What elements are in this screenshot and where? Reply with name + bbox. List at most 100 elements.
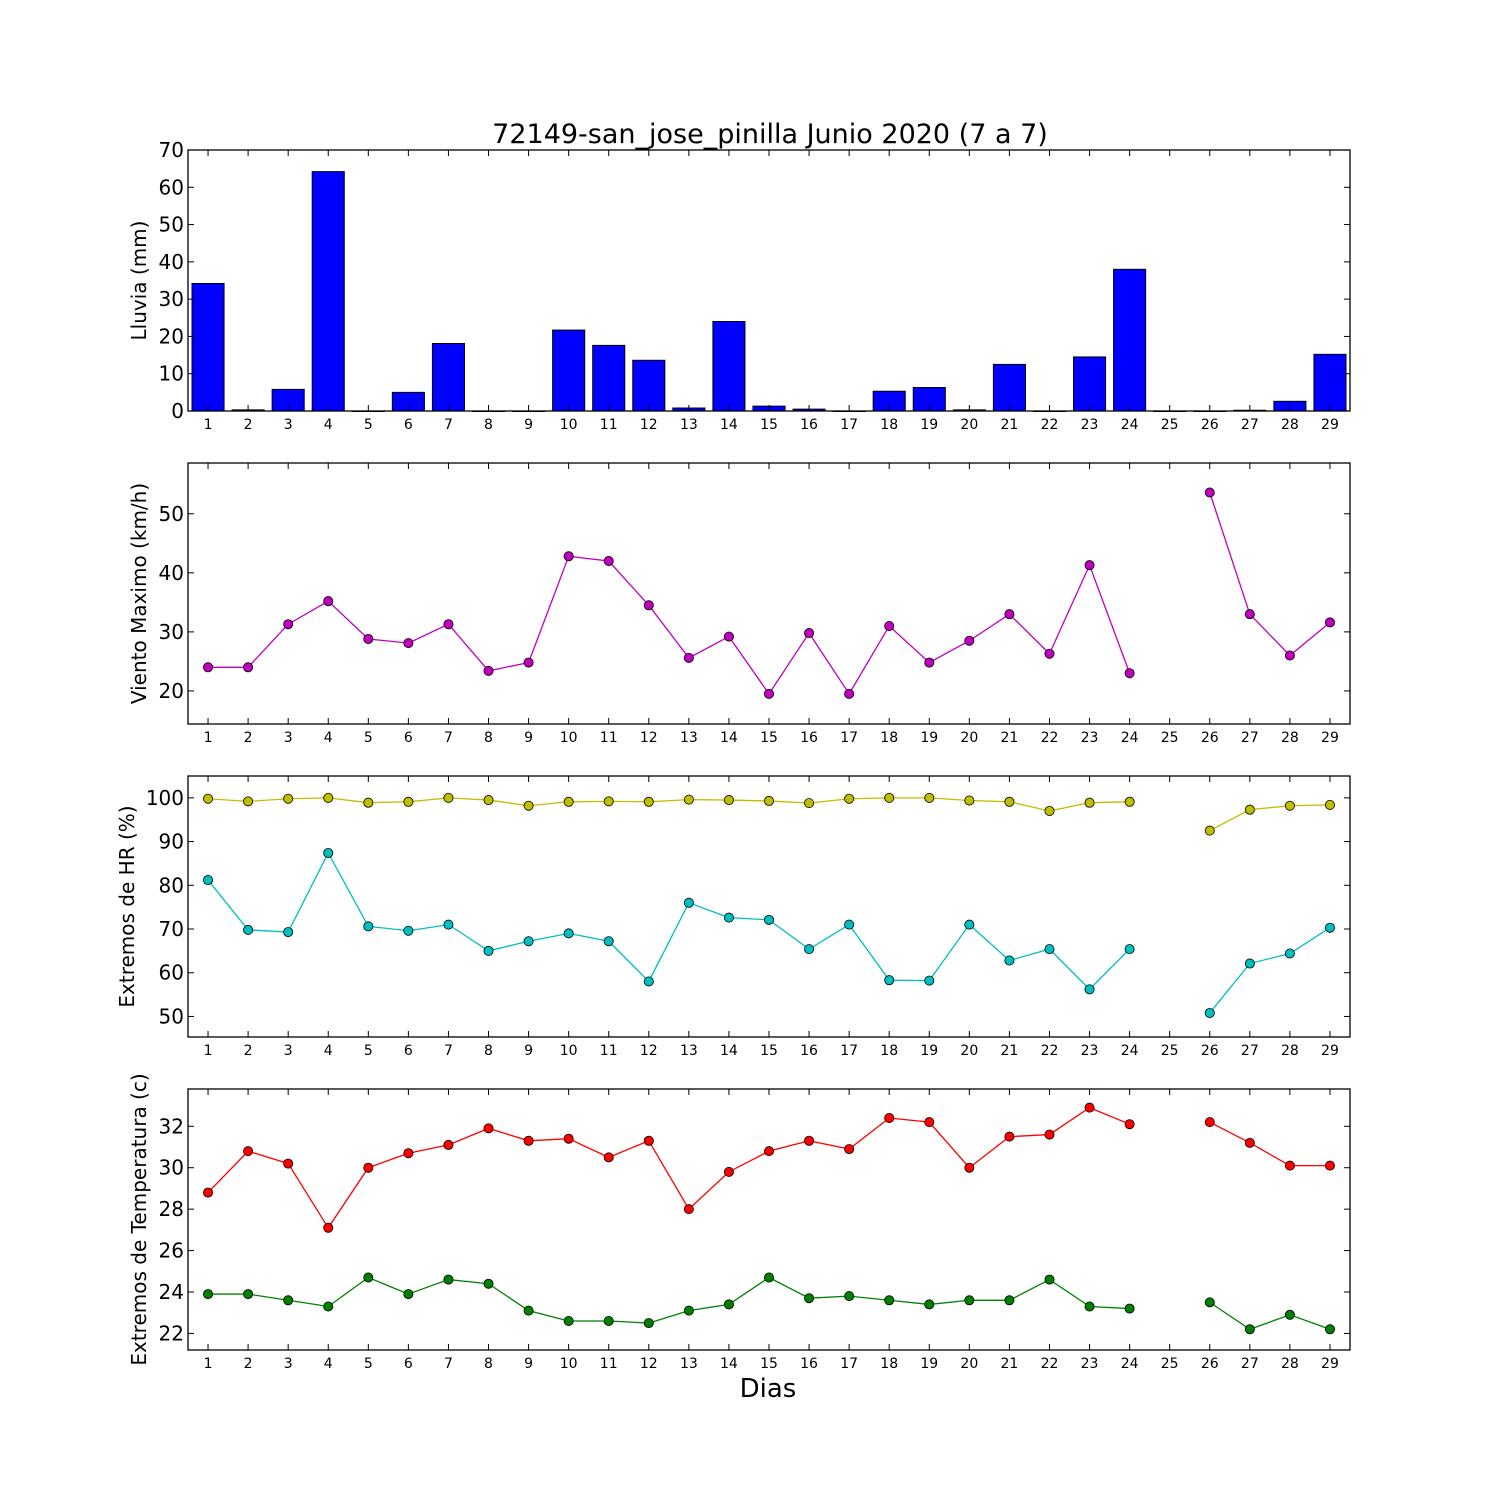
humidity-series-1-point-day-4 (323, 847, 334, 858)
rain-ytick-label: 20 (159, 324, 184, 348)
humidity-ytick-label: 60 (159, 961, 184, 985)
temperature-ytick-label: 28 (159, 1197, 184, 1221)
wind-xtick-label: 16 (800, 730, 818, 746)
rain-xtick-label: 9 (524, 417, 533, 433)
humidity-plot-area (188, 776, 1350, 1037)
temperature-series-1-point-day-27 (1244, 1324, 1255, 1335)
humidity-ytick-label: 100 (146, 786, 184, 810)
humidity-series-1-point-day-3 (283, 927, 294, 938)
humidity-series-1-point-day-12 (643, 976, 654, 987)
rain-xtick-label: 17 (840, 417, 858, 433)
temperature-series-1-line-1 (1209, 1301, 1331, 1331)
humidity-xtick-label: 25 (1161, 1043, 1179, 1059)
rain-xtick-label: 27 (1241, 417, 1259, 433)
humidity-series-1-point-day-21 (1004, 955, 1015, 966)
wind-series-0-point-day-6 (403, 638, 414, 649)
wind-series-0-point-day-14 (723, 631, 734, 642)
wind-xtick-label: 19 (920, 730, 938, 746)
rain-xtick-label: 11 (600, 417, 618, 433)
wind-series-0-point-day-7 (443, 619, 454, 630)
humidity-xtick-label: 23 (1081, 1043, 1099, 1059)
wind-xtick-label: 8 (484, 730, 493, 746)
wind-series-0-point-day-15 (764, 688, 775, 699)
humidity-xtick-label: 1 (204, 1043, 213, 1059)
humidity-series-1-point-day-23 (1084, 984, 1095, 995)
humidity-series-0-point-day-19 (924, 792, 935, 803)
rain-bar-day-1 (191, 282, 225, 412)
temperature-series-1-point-day-9 (523, 1305, 534, 1316)
rain-xtick-label: 3 (284, 417, 293, 433)
humidity-xtick-label: 18 (880, 1043, 898, 1059)
temperature-xtick-label: 15 (760, 1356, 778, 1372)
temperature-series-0-point-day-29 (1324, 1160, 1335, 1171)
temperature-xtick-label: 9 (524, 1356, 533, 1372)
humidity-series-0-point-day-9 (523, 800, 534, 811)
humidity-series-0-point-day-24 (1124, 796, 1135, 807)
temperature-y-axis-label: Extremos de Temperatura (c) (127, 1073, 151, 1365)
temperature-xtick-label: 14 (720, 1356, 738, 1372)
temperature-frame (187, 1088, 1351, 1351)
temperature-series-1-point-day-10 (563, 1316, 574, 1327)
wind-xtick-label: 2 (244, 730, 253, 746)
wind-xtick-label: 10 (560, 730, 578, 746)
temperature-xtick-label: 26 (1201, 1356, 1219, 1372)
temperature-xtick-label: 6 (404, 1356, 413, 1372)
humidity-series-0-point-day-20 (964, 795, 975, 806)
humidity-ytick-label: 70 (159, 917, 184, 941)
humidity-series-1-point-day-22 (1044, 944, 1055, 955)
temperature-series-1-point-day-24 (1124, 1303, 1135, 1314)
wind-series-0-point-day-20 (964, 635, 975, 646)
rain-bar-day-23 (1073, 356, 1107, 412)
wind-series-0-point-day-13 (683, 652, 694, 663)
temperature-ytick-label: 32 (159, 1114, 184, 1138)
humidity-series-0-point-day-3 (283, 793, 294, 804)
temperature-series-1-point-day-28 (1284, 1309, 1295, 1320)
humidity-series-0-point-day-21 (1004, 796, 1015, 807)
wind-xtick-label: 26 (1201, 730, 1219, 746)
temperature-series-1-point-day-5 (363, 1272, 374, 1283)
temperature-xtick-label: 17 (840, 1356, 858, 1372)
temperature-xtick-label: 18 (880, 1356, 898, 1372)
humidity-series-0-line-0 (207, 797, 1130, 812)
humidity-xtick-label: 7 (444, 1043, 453, 1059)
humidity-series-0-point-day-23 (1084, 797, 1095, 808)
temperature-series-0-point-day-17 (844, 1144, 855, 1155)
rain-xtick-label: 20 (960, 417, 978, 433)
humidity-series-0-point-day-15 (764, 795, 775, 806)
wind-xtick-label: 6 (404, 730, 413, 746)
temperature-series-0-line-0 (207, 1106, 1130, 1229)
rain-xtick-label: 25 (1161, 417, 1179, 433)
temperature-series-0-point-day-12 (643, 1135, 654, 1146)
temperature-xtick-label: 29 (1321, 1356, 1339, 1372)
rain-xtick-label: 28 (1281, 417, 1299, 433)
wind-xtick-label: 4 (324, 730, 333, 746)
temperature-series-1-point-day-2 (243, 1289, 254, 1300)
wind-series-0-line-0 (208, 555, 1131, 696)
temperature-series-1-point-day-19 (924, 1299, 935, 1310)
rain-xtick-label: 12 (640, 417, 658, 433)
humidity-series-1-point-day-7 (443, 919, 454, 930)
humidity-xtick-label: 17 (840, 1043, 858, 1059)
wind-xtick-label: 29 (1321, 730, 1339, 746)
temperature-xtick-label: 10 (560, 1356, 578, 1372)
rain-frame (187, 149, 1351, 412)
wind-ytick-label: 40 (159, 561, 184, 585)
wind-xtick-label: 11 (600, 730, 618, 746)
rain-ytick-label: 60 (159, 175, 184, 199)
rain-ytick-label: 40 (159, 250, 184, 274)
temperature-series-0-line-1 (1209, 1121, 1330, 1167)
temperature-series-0-point-day-26 (1204, 1117, 1215, 1128)
humidity-series-0-point-day-28 (1284, 800, 1295, 811)
wind-xtick-label: 18 (880, 730, 898, 746)
rain-xtick-label: 24 (1121, 417, 1139, 433)
temperature-series-0-point-day-1 (203, 1187, 214, 1198)
humidity-series-1-point-day-27 (1244, 958, 1255, 969)
wind-series-0-point-day-11 (603, 556, 614, 567)
wind-series-0-point-day-16 (804, 628, 815, 639)
wind-series-0-point-day-18 (884, 620, 895, 631)
temperature-xtick-label: 3 (284, 1356, 293, 1372)
humidity-xtick-label: 8 (484, 1043, 493, 1059)
temperature-xtick-label: 24 (1121, 1356, 1139, 1372)
